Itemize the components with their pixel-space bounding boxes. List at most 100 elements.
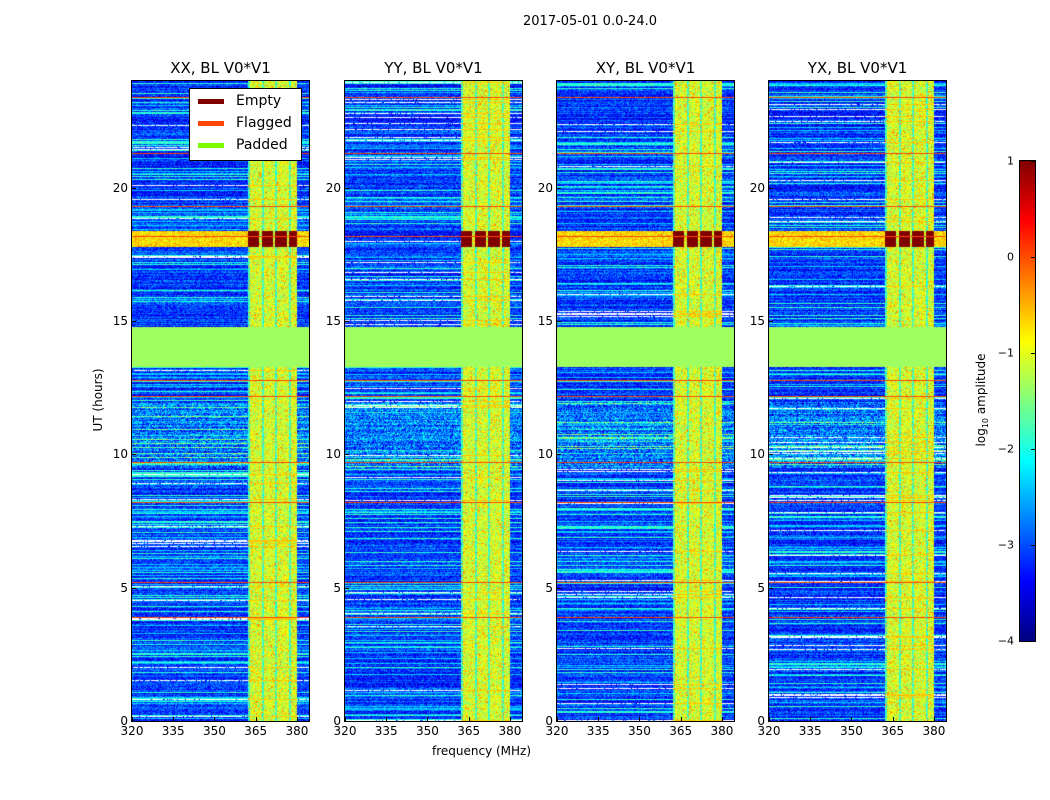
colorbar-tick-label: −3 — [997, 538, 1014, 552]
x-tick-label: 365 — [244, 724, 268, 738]
figure-title: 2017-05-01 0.0-24.0 — [523, 14, 657, 29]
legend-label: Padded — [236, 137, 288, 153]
colorbar-tick-label: 1 — [1007, 154, 1014, 168]
y-tick-label: 10 — [325, 447, 341, 462]
colorbar-tick-mark — [1031, 449, 1035, 450]
colorbar-label-rest: amplitude — [973, 353, 988, 418]
x-tick-mark — [810, 717, 812, 721]
x-tick-mark — [598, 717, 600, 721]
x-tick-label: 365 — [669, 724, 693, 738]
y-tick-label: 15 — [112, 314, 128, 328]
panel-yx: YX, BL V0*V1 0 5 10 15 20 320 335 350 365 380 — [750, 59, 947, 738]
x-tick-label: 380 — [498, 724, 522, 738]
x-tick-label: 335 — [586, 724, 610, 738]
legend-swatch — [198, 120, 224, 126]
waterfall-heatmap — [132, 81, 309, 721]
waterfall-heatmap — [345, 81, 522, 721]
colorbar-tick-label: 0 — [1007, 250, 1014, 264]
panel-yy: YY, BL V0*V1 0 5 10 15 20 320 335 350 365 380 — [326, 59, 523, 738]
x-tick-mark — [386, 717, 388, 721]
x-tick-label: 320 — [757, 724, 781, 738]
colorbar-label-log: log — [973, 428, 988, 447]
x-tick-label: 320 — [333, 724, 357, 738]
x-tick-label: 350 — [416, 724, 439, 738]
y-tick-label: 15 — [325, 314, 341, 328]
y-tick-mark — [345, 321, 349, 322]
x-tick-mark — [468, 717, 470, 721]
panel-title: YY, BL V0*V1 — [384, 59, 483, 77]
x-tick-mark — [255, 717, 257, 721]
panel-title: YX, BL V0*V1 — [807, 59, 908, 77]
x-tick-mark — [721, 717, 723, 721]
legend-swatch — [198, 142, 224, 148]
y-tick-label: 0 — [333, 714, 341, 728]
y-tick-mark — [769, 454, 773, 456]
colorbar: 1 0 −1 −2 −3 −4 — [998, 155, 1036, 648]
y-tick-label: 5 — [120, 580, 128, 595]
y-tick-mark — [132, 187, 136, 189]
y-tick-mark — [769, 187, 773, 189]
x-tick-mark — [132, 717, 133, 721]
y-tick-label: 20 — [112, 180, 128, 195]
y-tick-mark — [132, 721, 136, 722]
x-tick-label: 350 — [840, 724, 863, 738]
y-tick-mark — [557, 454, 561, 456]
x-tick-mark — [173, 717, 175, 721]
y-tick-label: 0 — [120, 714, 128, 728]
y-tick-mark — [132, 321, 136, 322]
y-tick-label: 15 — [537, 314, 553, 328]
x-tick-label: 335 — [798, 724, 822, 738]
colorbar-label-sub: 10 — [981, 417, 991, 429]
waterfall-heatmap — [769, 81, 946, 721]
panel-xy: XY, BL V0*V1 0 5 10 15 20 320 335 350 365 380 — [538, 59, 735, 738]
y-tick-mark — [769, 321, 773, 322]
y-tick-label: 20 — [537, 180, 553, 195]
panel-title: XX, BL V0*V1 — [170, 59, 271, 77]
x-tick-mark — [427, 717, 429, 721]
y-tick-mark — [132, 454, 136, 456]
y-axis-label: UT (hours) — [91, 368, 105, 432]
y-tick-mark — [345, 187, 349, 189]
x-tick-label: 365 — [881, 724, 905, 738]
x-tick-mark — [639, 717, 641, 721]
y-tick-mark — [132, 587, 136, 589]
y-tick-label: 5 — [757, 580, 765, 595]
x-tick-label: 335 — [161, 724, 185, 738]
legend-item-padded: Padded — [198, 135, 288, 155]
x-tick-mark — [933, 717, 935, 721]
x-tick-label: 380 — [922, 724, 946, 738]
x-tick-label: 380 — [285, 724, 309, 738]
panel-xx: XX, BL V0*V1 0 5 10 15 20 320 335 350 365 380 — [113, 59, 310, 738]
y-tick-mark — [557, 321, 561, 322]
legend-swatch — [198, 98, 224, 104]
waterfall-heatmap — [557, 81, 734, 721]
y-tick-label: 20 — [325, 180, 341, 195]
y-tick-label: 20 — [749, 180, 765, 195]
colorbar-tick-mark — [1031, 161, 1035, 162]
x-tick-mark — [557, 717, 558, 721]
x-tick-mark — [769, 717, 770, 721]
colorbar-tick-mark — [1031, 641, 1035, 642]
x-tick-label: 320 — [120, 724, 144, 738]
y-tick-label: 5 — [333, 580, 341, 595]
legend-item-flagged: Flagged — [198, 113, 292, 133]
x-tick-label: 350 — [628, 724, 651, 738]
colorbar-tick-mark — [1031, 257, 1035, 258]
y-tick-mark — [345, 587, 349, 589]
x-tick-label: 320 — [545, 724, 569, 738]
colorbar-tick-mark — [1031, 353, 1035, 354]
y-tick-label: 10 — [537, 447, 553, 462]
y-tick-label: 10 — [112, 447, 128, 462]
colorbar-tick-label: −1 — [997, 346, 1014, 360]
legend-label: Flagged — [236, 115, 292, 131]
colorbar-label: log10 amplitude — [974, 354, 990, 447]
legend: Empty Flagged Padded — [189, 88, 302, 161]
x-tick-mark — [892, 717, 894, 721]
colorbar-tick-mark — [1031, 545, 1035, 546]
panel-title: XY, BL V0*V1 — [595, 59, 696, 77]
y-tick-label: 15 — [749, 314, 765, 328]
y-tick-mark — [345, 721, 349, 722]
colorbar-tick-label: −4 — [997, 634, 1014, 648]
y-tick-label: 0 — [757, 714, 765, 728]
